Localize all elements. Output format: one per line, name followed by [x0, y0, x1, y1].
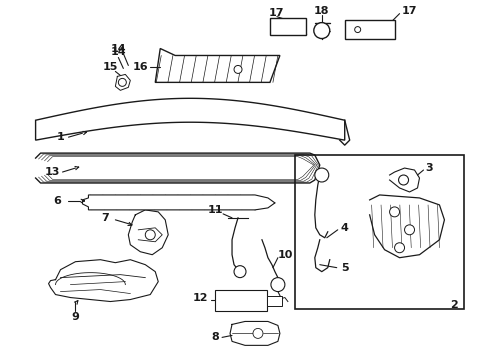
Text: 15: 15	[103, 62, 118, 72]
Circle shape	[234, 266, 246, 278]
Polygon shape	[36, 153, 320, 183]
Circle shape	[271, 278, 285, 292]
FancyBboxPatch shape	[270, 18, 306, 35]
Text: 12: 12	[193, 293, 208, 302]
Circle shape	[234, 66, 242, 73]
Text: 2: 2	[450, 300, 458, 310]
Text: 17: 17	[402, 6, 417, 15]
Text: 8: 8	[211, 332, 219, 342]
Text: 14: 14	[111, 48, 126, 58]
Polygon shape	[36, 98, 345, 140]
Polygon shape	[155, 49, 280, 82]
Text: 10: 10	[277, 250, 293, 260]
Circle shape	[145, 230, 155, 240]
Circle shape	[398, 175, 409, 185]
Text: 7: 7	[101, 213, 109, 223]
Text: 11: 11	[207, 205, 223, 215]
Circle shape	[355, 27, 361, 32]
Circle shape	[394, 243, 405, 253]
Text: 4: 4	[341, 223, 349, 233]
Circle shape	[314, 23, 330, 39]
Circle shape	[390, 207, 399, 217]
Text: 3: 3	[426, 163, 433, 173]
FancyBboxPatch shape	[345, 20, 394, 39]
Text: 9: 9	[72, 312, 79, 323]
Text: 1: 1	[57, 132, 64, 142]
FancyBboxPatch shape	[267, 296, 282, 306]
Circle shape	[315, 168, 329, 182]
Circle shape	[253, 328, 263, 338]
Text: 14: 14	[111, 44, 126, 54]
Circle shape	[405, 225, 415, 235]
Text: 13: 13	[45, 167, 60, 177]
FancyBboxPatch shape	[295, 155, 465, 310]
FancyBboxPatch shape	[215, 289, 267, 311]
Text: 16: 16	[132, 62, 148, 72]
Text: 6: 6	[53, 196, 61, 206]
Text: 18: 18	[314, 6, 330, 15]
Text: 5: 5	[341, 263, 348, 273]
Text: 17: 17	[269, 8, 285, 18]
Polygon shape	[82, 195, 275, 210]
Circle shape	[119, 78, 126, 86]
